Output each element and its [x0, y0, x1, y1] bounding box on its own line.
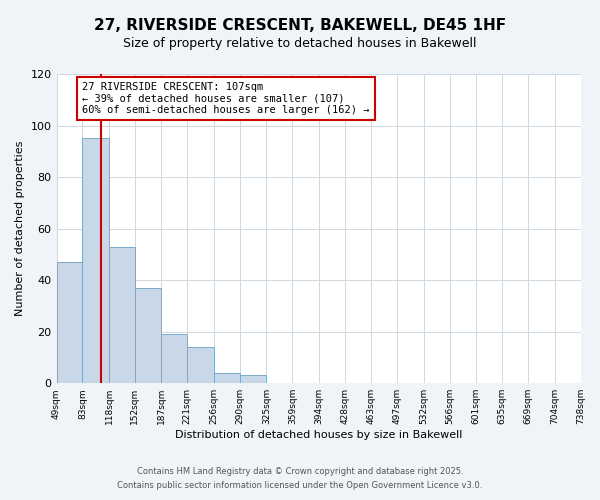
Bar — [214, 373, 240, 383]
Text: Size of property relative to detached houses in Bakewell: Size of property relative to detached ho… — [123, 38, 477, 51]
Text: 27 RIVERSIDE CRESCENT: 107sqm
← 39% of detached houses are smaller (107)
60% of : 27 RIVERSIDE CRESCENT: 107sqm ← 39% of d… — [82, 82, 370, 115]
Bar — [109, 246, 135, 383]
Bar — [187, 347, 214, 383]
Text: 27, RIVERSIDE CRESCENT, BAKEWELL, DE45 1HF: 27, RIVERSIDE CRESCENT, BAKEWELL, DE45 1… — [94, 18, 506, 32]
Y-axis label: Number of detached properties: Number of detached properties — [15, 141, 25, 316]
Bar — [135, 288, 161, 383]
Text: Contains public sector information licensed under the Open Government Licence v3: Contains public sector information licen… — [118, 481, 482, 490]
Bar — [161, 334, 187, 383]
Bar — [240, 376, 266, 383]
Bar — [56, 262, 82, 383]
Text: Contains HM Land Registry data © Crown copyright and database right 2025.: Contains HM Land Registry data © Crown c… — [137, 467, 463, 476]
Bar — [82, 138, 109, 383]
X-axis label: Distribution of detached houses by size in Bakewell: Distribution of detached houses by size … — [175, 430, 462, 440]
